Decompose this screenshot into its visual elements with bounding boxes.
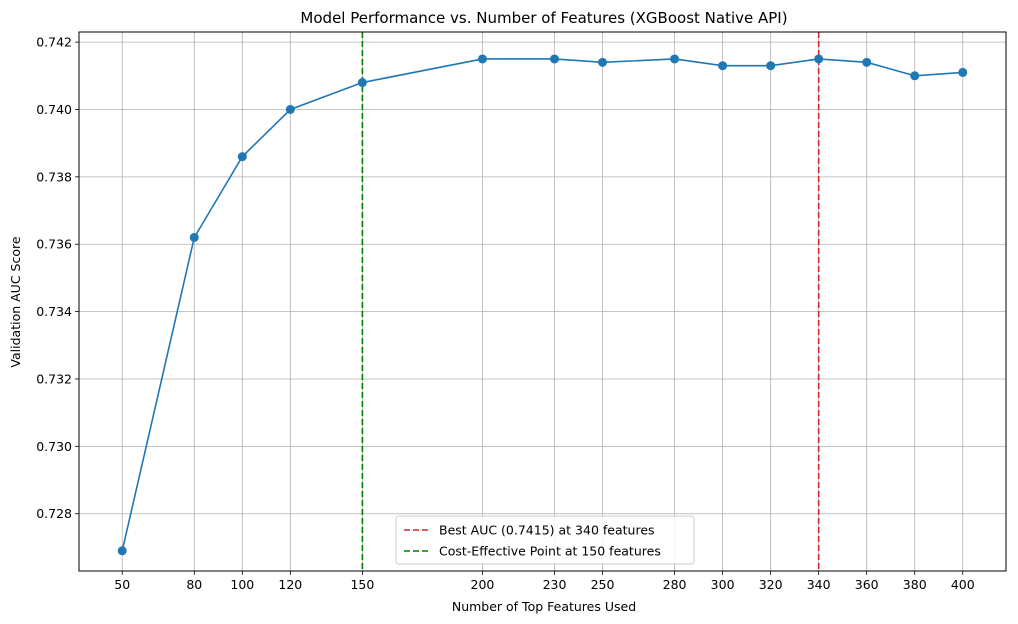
x-tick-label: 380 <box>903 577 927 592</box>
x-tick-label: 50 <box>114 577 130 592</box>
x-axis-ticks: 50 80 100 120 150 200 230 250 280 300 320 340 360 380… <box>114 571 975 592</box>
legend-label: Cost-Effective Point at 150 features <box>439 544 661 559</box>
y-axis-ticks: 0.728 0.730 0.732 0.734 0.736 0.738 0.740 0.742 <box>36 35 79 521</box>
y-tick-label: 0.734 <box>36 304 72 319</box>
grid <box>79 32 1006 571</box>
x-tick-label: 360 <box>855 577 879 592</box>
data-point <box>718 61 728 71</box>
y-tick-label: 0.736 <box>36 237 72 252</box>
x-tick-label: 150 <box>350 577 374 592</box>
y-tick-label: 0.732 <box>36 371 72 386</box>
data-point <box>862 57 872 67</box>
data-point <box>285 104 295 114</box>
x-axis-title: Number of Top Features Used <box>452 599 636 614</box>
y-tick-label: 0.740 <box>36 102 72 117</box>
x-tick-label: 250 <box>591 577 615 592</box>
data-point <box>189 232 199 242</box>
legend-box <box>395 515 695 565</box>
data-point <box>670 54 680 64</box>
legend: Best AUC (0.7415) at 340 features Cost-Ef… <box>395 515 695 565</box>
x-tick-label: 320 <box>759 577 783 592</box>
y-axis-title: Validation AUC Score <box>8 236 23 367</box>
x-tick-label: 80 <box>186 577 202 592</box>
x-tick-label: 400 <box>951 577 975 592</box>
data-point <box>598 57 608 67</box>
x-tick-label: 120 <box>278 577 302 592</box>
y-tick-label: 0.728 <box>36 506 72 521</box>
plot-frame <box>78 31 1007 572</box>
x-tick-label: 280 <box>663 577 687 592</box>
legend-label: Best AUC (0.7415) at 340 features <box>439 523 655 538</box>
data-point <box>237 152 247 162</box>
data-point <box>357 78 367 88</box>
data-point <box>477 54 487 64</box>
data-point <box>550 54 560 64</box>
x-tick-label: 300 <box>711 577 735 592</box>
series-layer <box>117 54 968 556</box>
data-point <box>766 61 776 71</box>
data-point <box>910 71 920 81</box>
y-tick-label: 0.738 <box>36 169 72 184</box>
data-point <box>814 54 824 64</box>
data-point <box>958 67 968 77</box>
x-tick-label: 340 <box>807 577 831 592</box>
chart-title: Model Performance vs. Number of Features… <box>300 9 787 27</box>
data-point <box>117 546 127 556</box>
y-tick-label: 0.742 <box>36 35 72 50</box>
x-tick-label: 230 <box>543 577 567 592</box>
y-tick-label: 0.730 <box>36 439 72 454</box>
x-tick-label: 200 <box>471 577 495 592</box>
x-tick-label: 100 <box>230 577 254 592</box>
